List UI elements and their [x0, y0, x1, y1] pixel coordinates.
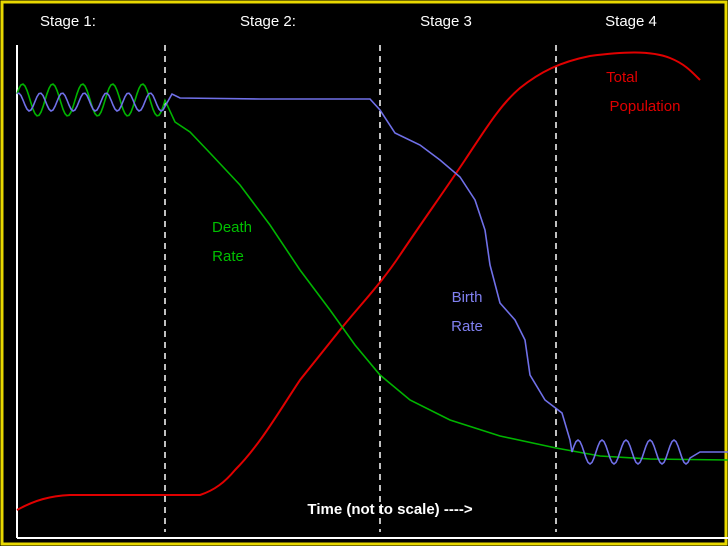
stage-label: Stage 1:: [40, 13, 96, 30]
birth-rate-label: Rate: [451, 318, 483, 335]
stage-label: Stage 2:: [240, 13, 296, 30]
birth-rate-curve: [16, 92, 728, 466]
x-axis-label: Time (not to scale) ---->: [307, 501, 472, 518]
population-curve: [16, 51, 701, 511]
death-rate-label: Rate: [212, 248, 244, 265]
population-label: Total: [606, 69, 638, 86]
population-label: Population: [610, 98, 681, 115]
death-rate-label: Death: [212, 219, 252, 236]
stage-label: Stage 3: [420, 13, 472, 30]
birth-rate-label: Birth: [452, 289, 483, 306]
stage-label: Stage 4: [605, 13, 657, 30]
